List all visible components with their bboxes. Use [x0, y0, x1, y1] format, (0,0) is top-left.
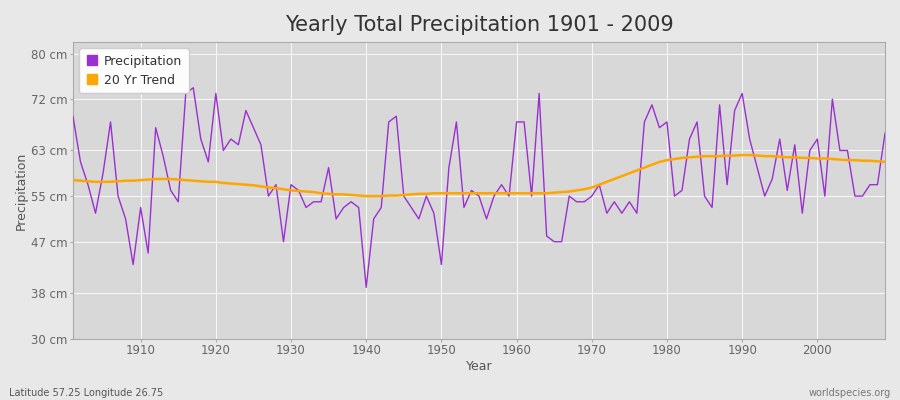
Precipitation — [128, 262, 139, 267]
20 Yr Trend — [293, 188, 304, 193]
Precipitation — [879, 131, 890, 136]
20 Yr Trend — [361, 194, 372, 198]
20 Yr Trend — [737, 153, 748, 158]
Text: Latitude 57.25 Longitude 26.75: Latitude 57.25 Longitude 26.75 — [9, 388, 163, 398]
Line: 20 Yr Trend: 20 Yr Trend — [73, 155, 885, 196]
Precipitation — [68, 114, 78, 119]
20 Yr Trend — [511, 191, 522, 196]
Precipitation — [526, 194, 537, 198]
20 Yr Trend — [609, 176, 620, 181]
Precipitation — [361, 285, 372, 290]
20 Yr Trend — [879, 160, 890, 164]
Line: Precipitation: Precipitation — [73, 88, 885, 287]
Precipitation — [518, 120, 529, 124]
Text: worldspecies.org: worldspecies.org — [809, 388, 891, 398]
Legend: Precipitation, 20 Yr Trend: Precipitation, 20 Yr Trend — [79, 48, 189, 93]
20 Yr Trend — [128, 178, 139, 183]
20 Yr Trend — [338, 192, 349, 197]
Precipitation — [188, 85, 199, 90]
Precipitation — [616, 211, 627, 216]
20 Yr Trend — [68, 178, 78, 182]
Y-axis label: Precipitation: Precipitation — [15, 151, 28, 230]
Precipitation — [346, 199, 356, 204]
20 Yr Trend — [518, 191, 529, 196]
Title: Yearly Total Precipitation 1901 - 2009: Yearly Total Precipitation 1901 - 2009 — [284, 15, 673, 35]
X-axis label: Year: Year — [465, 360, 492, 373]
Precipitation — [301, 205, 311, 210]
